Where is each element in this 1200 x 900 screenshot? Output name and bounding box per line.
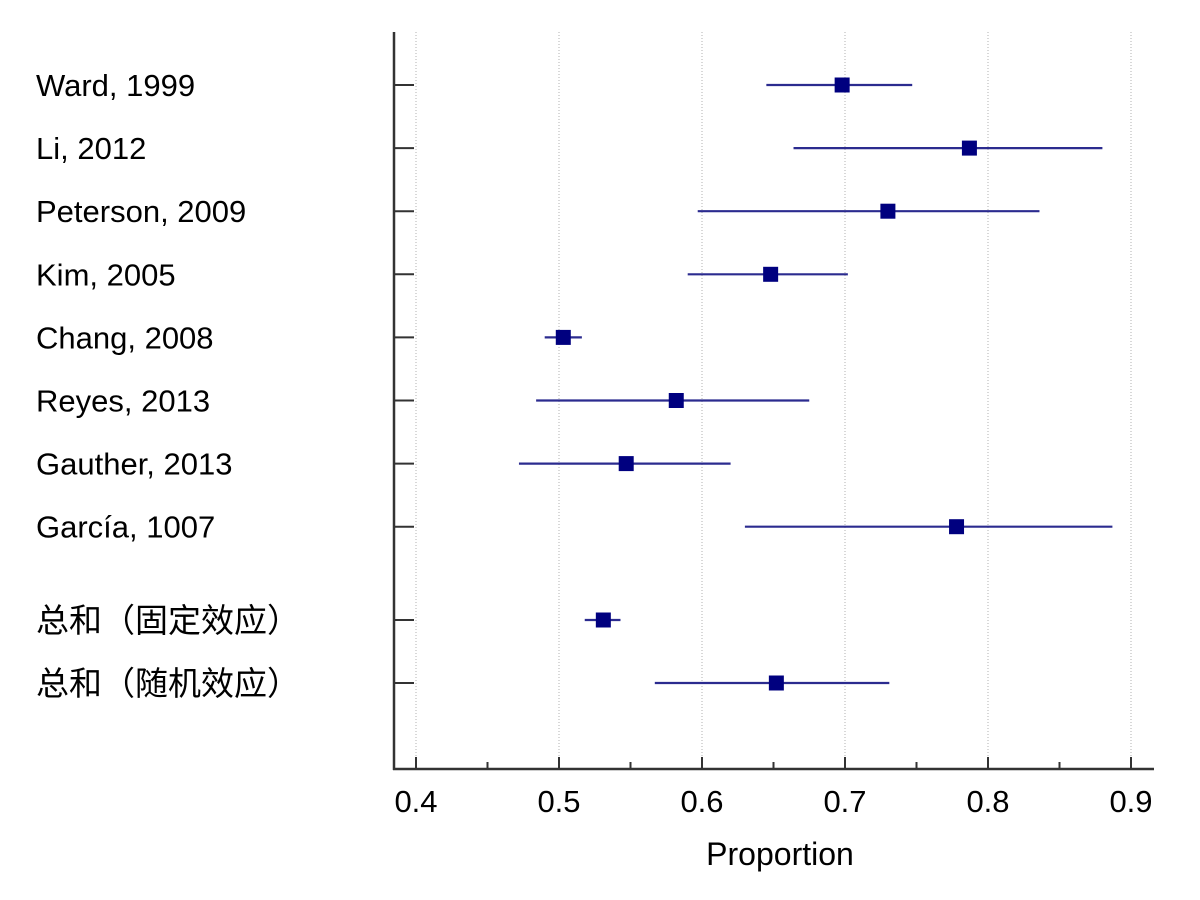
estimate-marker [834, 77, 850, 93]
study-label: García, 1007 [36, 510, 215, 545]
axes: 0.4 0.5 0.6 0.7 0.8 0.9 [392, 32, 1154, 819]
study-label: Chang, 2008 [36, 320, 214, 355]
study-label: Gauther, 2013 [36, 447, 233, 482]
x-tick-label: 0.5 [537, 784, 580, 819]
x-tick-label: 0.9 [1109, 784, 1152, 819]
estimate-marker [880, 203, 896, 219]
estimate-marker [961, 140, 977, 156]
study-label: Reyes, 2013 [36, 384, 210, 419]
estimate-marker [763, 266, 779, 282]
estimate-marker [555, 329, 571, 345]
estimate-marker [618, 456, 634, 472]
summary-marker [595, 612, 611, 628]
x-tick-label: 0.8 [966, 784, 1009, 819]
summary-label: 总和（固定效应） [36, 602, 300, 639]
study-label: Li, 2012 [36, 131, 146, 166]
summary-marker [768, 675, 784, 691]
study-label: Ward, 1999 [36, 68, 195, 103]
estimate-marks [518, 77, 1113, 691]
estimate-marker [949, 519, 965, 535]
estimate-marker [668, 393, 684, 408]
x-tick-label: 0.6 [680, 784, 723, 819]
x-axis-title: Proportion [706, 836, 854, 872]
study-label: Peterson, 2009 [36, 194, 246, 229]
study-label: Kim, 2005 [36, 257, 176, 292]
study-labels: Ward, 1999 Li, 2012 Peterson, 2009 Kim, 200… [36, 68, 300, 702]
summary-label: 总和（随机效应） [36, 665, 300, 702]
x-tick-label: 0.4 [394, 784, 437, 819]
x-tick-label: 0.7 [823, 784, 866, 819]
